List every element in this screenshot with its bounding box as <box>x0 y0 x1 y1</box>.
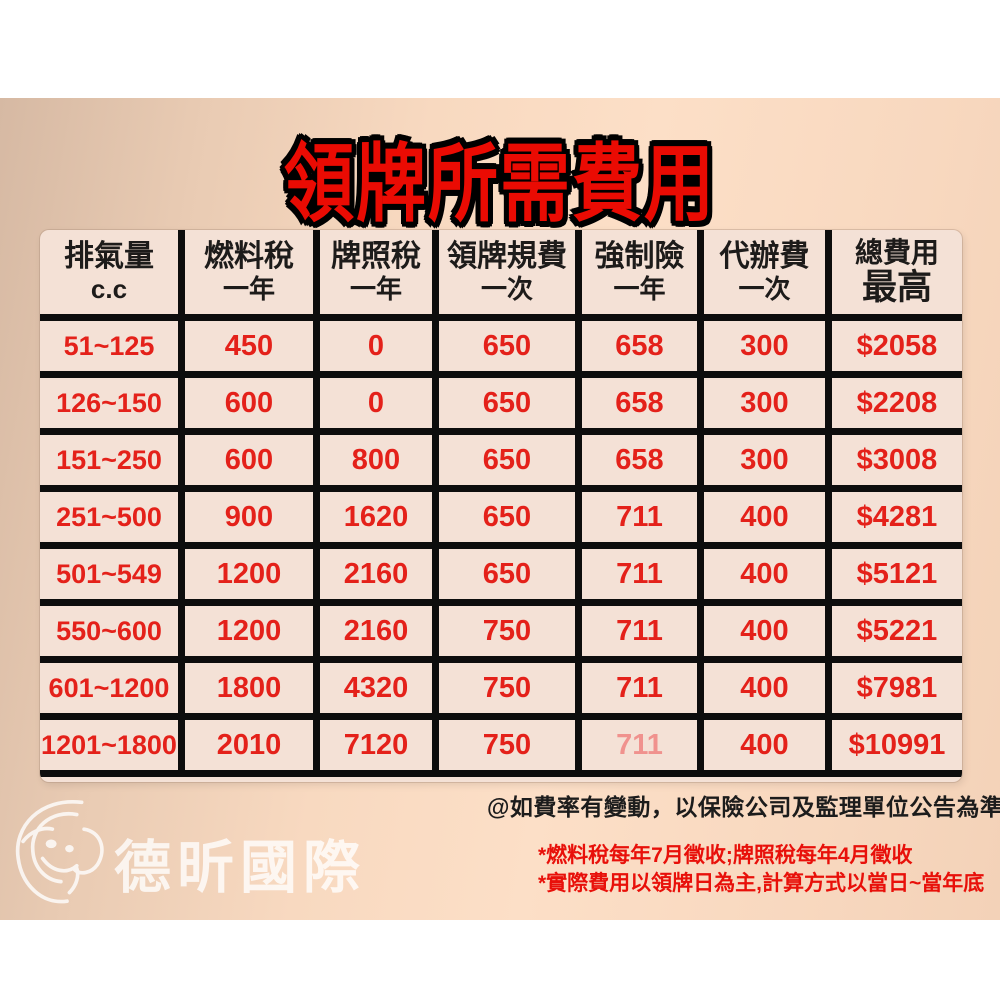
table-cell: 711 <box>575 606 697 656</box>
header-sublabel: 一年 <box>349 273 402 304</box>
table-cell: 4320 <box>313 663 432 713</box>
table-row: 126~150 600 0 650 658 300 $2208 <box>40 371 962 428</box>
table-cell: $5121 <box>825 549 962 599</box>
header-total: 總費用 最高 <box>825 230 962 314</box>
table-cell: 2010 <box>178 720 313 770</box>
table-cell: 400 <box>697 606 825 656</box>
header-sublabel: 一年 <box>613 273 666 304</box>
table-row: 151~250 600 800 650 658 300 $3008 <box>40 428 962 485</box>
table-cell: 601~1200 <box>48 672 170 703</box>
table-row: 601~1200 1800 4320 750 711 400 $7981 <box>40 656 962 713</box>
header-sublabel: 一年 <box>222 273 275 304</box>
table-cell: 658 <box>575 321 697 371</box>
header-label: 燃料稅 <box>204 240 294 274</box>
table-cell: 658 <box>575 378 697 428</box>
table-row: 550~600 1200 2160 750 711 400 $5221 <box>40 599 962 656</box>
header-label: 強制險 <box>594 240 685 274</box>
fee-table: 排氣量 c.c 燃料稅 一年 牌照稅 一年 領牌規費 一次 強制險 一年 代辦費… <box>40 230 962 782</box>
table-row: 51~125 450 0 650 658 300 $2058 <box>40 314 962 371</box>
table-cell: $4281 <box>825 492 962 542</box>
table-header-row: 排氣量 c.c 燃料稅 一年 牌照稅 一年 領牌規費 一次 強制險 一年 代辦費… <box>40 230 962 314</box>
disclaimer-note: @如費率有變動，以保險公司及監理單位公告為準 <box>487 794 1000 820</box>
table-cell: 300 <box>697 435 825 485</box>
table-cell: 251~500 <box>56 501 162 532</box>
table-cell: 550~600 <box>56 615 162 646</box>
header-displacement: 排氣量 c.c <box>40 230 178 314</box>
page-title: 領牌所需費用 <box>284 136 716 232</box>
table-cell: 711 <box>575 549 697 599</box>
table-cell: 400 <box>697 549 825 599</box>
table-cell: $2208 <box>825 378 962 428</box>
table-cell: $3008 <box>825 435 962 485</box>
table-cell: 151~250 <box>56 444 162 475</box>
table-cell: 2160 <box>313 606 432 656</box>
table-cell: 750 <box>432 606 575 656</box>
table-row: 1201~1800 2010 7120 750 711 400 $10991 <box>40 713 962 777</box>
table-cell: $5221 <box>825 606 962 656</box>
table-cell: 300 <box>697 321 825 371</box>
header-license-tax: 牌照稅 一年 <box>313 230 432 314</box>
table-cell: 450 <box>178 321 313 371</box>
table-cell: 650 <box>432 435 575 485</box>
footnote-tax-schedule: *燃料稅每年7月徵收;牌照稅每年4月徵收 <box>538 844 913 867</box>
table-cell: 650 <box>432 321 575 371</box>
table-cell: 711 <box>575 663 697 713</box>
header-insurance: 強制險 一年 <box>575 230 697 314</box>
table-cell: 1620 <box>313 492 432 542</box>
table-cell: 750 <box>432 720 575 770</box>
header-label: 領牌規費 <box>447 240 567 274</box>
table-cell: 126~150 <box>56 387 162 418</box>
footnote-calculation: *實際費用以領牌日為主,計算方式以當日~當年底 <box>538 872 985 896</box>
table-row: 251~500 900 1620 650 711 400 $4281 <box>40 485 962 542</box>
table-cell: 711 <box>575 720 697 770</box>
table-cell: 650 <box>432 378 575 428</box>
header-fuel-tax: 燃料稅 一年 <box>178 230 313 314</box>
table-cell: $7981 <box>825 663 962 713</box>
table-cell: 650 <box>432 492 575 542</box>
table-cell: 1201~1800 <box>41 729 177 760</box>
header-label: 總費用 <box>854 236 939 268</box>
table-cell: 650 <box>432 549 575 599</box>
table-cell: 800 <box>313 435 432 485</box>
table-cell: 2160 <box>313 549 432 599</box>
table-cell: 600 <box>178 378 313 428</box>
lion-logo-icon <box>15 799 104 904</box>
table-cell: 600 <box>178 435 313 485</box>
table-cell: 51~125 <box>63 330 155 361</box>
header-sublabel: 一次 <box>480 273 533 304</box>
header-plate-fee: 領牌規費 一次 <box>432 230 575 314</box>
table-cell: 0 <box>313 321 432 371</box>
table-cell: 400 <box>697 663 825 713</box>
table-cell: 501~549 <box>56 558 162 589</box>
header-label: 排氣量 <box>64 240 154 274</box>
table-cell: 1200 <box>178 549 313 599</box>
watermark: 德昕國際 <box>6 792 366 920</box>
table-cell: 750 <box>432 663 575 713</box>
header-label: 代辦費 <box>719 240 810 274</box>
table-cell: 1800 <box>178 663 313 713</box>
table-cell: 300 <box>697 378 825 428</box>
red-footnotes: *燃料稅每年7月徵收;牌照稅每年4月徵收 *實際費用以領牌日為主,計算方式以當日… <box>538 842 984 898</box>
table-cell: 900 <box>178 492 313 542</box>
header-sublabel: 最高 <box>861 267 932 307</box>
header-label: 牌照稅 <box>331 240 421 274</box>
table-cell: 1200 <box>178 606 313 656</box>
header-sublabel: c.c <box>90 273 128 304</box>
header-sublabel: 一次 <box>738 273 791 304</box>
watermark-text: 德昕國際 <box>114 834 366 901</box>
table-cell: 7120 <box>313 720 432 770</box>
table-cell: 658 <box>575 435 697 485</box>
table-cell: 400 <box>697 492 825 542</box>
table-cell: 711 <box>575 492 697 542</box>
header-agency-fee: 代辦費 一次 <box>697 230 825 314</box>
table-cell: 400 <box>697 720 825 770</box>
table-cell: $10991 <box>825 720 962 770</box>
table-cell: 0 <box>313 378 432 428</box>
table-cell: $2058 <box>825 321 962 371</box>
table-row: 501~549 1200 2160 650 711 400 $5121 <box>40 542 962 599</box>
